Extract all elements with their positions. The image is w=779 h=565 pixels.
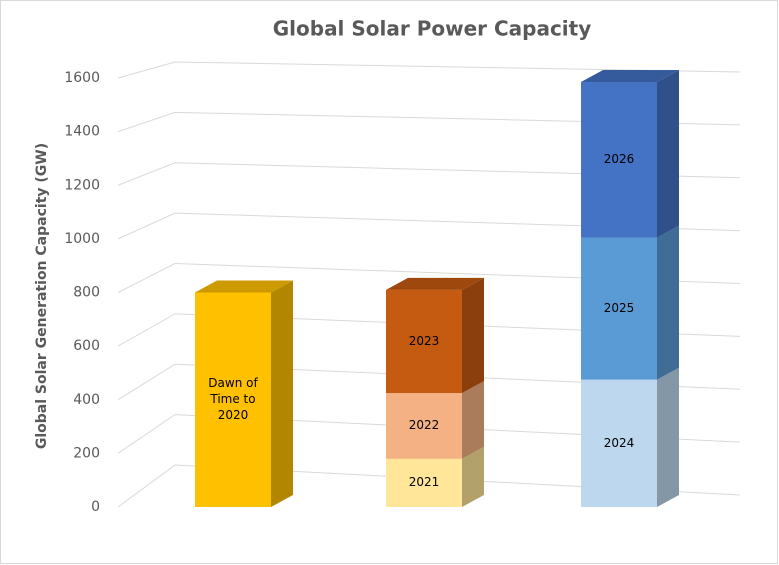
y-axis-label: Global Solar Generation Capacity (GW) — [34, 143, 50, 449]
bar-front — [386, 289, 462, 394]
bar-side — [657, 70, 679, 238]
bar-front — [386, 458, 462, 507]
bar-front — [581, 237, 657, 380]
grid-line — [117, 262, 741, 293]
y-tick-label: 1200 — [64, 177, 100, 193]
grid-line — [117, 212, 741, 240]
segment-label-box: Dawn of Time to 2020 — [208, 376, 258, 422]
y-tick-label: 1000 — [64, 231, 100, 247]
bar-segment — [195, 280, 293, 507]
segment-label-box: 2024 — [603, 435, 635, 450]
grid-line — [117, 414, 741, 454]
grid-line — [117, 111, 741, 133]
segment-label: Dawn of Time to 2020 — [208, 376, 258, 422]
segment-label: 2024 — [603, 435, 635, 450]
grid-line — [117, 313, 741, 347]
y-tick-label: 1400 — [64, 124, 100, 140]
bar-side — [657, 367, 679, 507]
bar-side — [462, 381, 484, 459]
segment-label: 2026 — [603, 151, 635, 166]
segment-label-box: 2026 — [603, 151, 635, 166]
y-tick-label: 400 — [73, 392, 100, 408]
grid-line — [117, 162, 741, 186]
y-tick-label: 1600 — [64, 70, 100, 86]
grid-line — [117, 464, 741, 508]
segment-label-box: 2021 — [408, 475, 440, 490]
bar-side — [271, 280, 293, 507]
bar-front — [386, 393, 462, 459]
chart-title: Global Solar Power Capacity — [273, 17, 592, 41]
segment-label: 2025 — [603, 300, 635, 315]
y-tick-label: 600 — [73, 338, 100, 354]
segment-label-box: 2023 — [408, 333, 440, 348]
bar-segment — [581, 70, 679, 238]
segment-label-box: 2025 — [603, 300, 635, 315]
bar-side — [462, 277, 484, 394]
bar-side — [462, 446, 484, 507]
bar-front — [195, 292, 271, 507]
bar-top — [581, 70, 679, 83]
segment-label-box: 2022 — [408, 418, 440, 433]
bar-segment — [386, 277, 484, 394]
segment-label: 2021 — [408, 475, 440, 490]
bar-front — [581, 82, 657, 238]
grid-line — [117, 61, 741, 79]
bar-side — [657, 225, 679, 380]
segment-label: 2023 — [408, 333, 440, 348]
segment-label: 2022 — [408, 418, 440, 433]
y-tick-label: 800 — [73, 285, 100, 301]
y-tick-label: 0 — [91, 499, 100, 515]
y-tick-label: 200 — [73, 445, 100, 461]
bar-front — [581, 379, 657, 507]
bar-top — [386, 277, 484, 290]
grid-line — [117, 363, 741, 401]
bar-top — [195, 280, 293, 293]
